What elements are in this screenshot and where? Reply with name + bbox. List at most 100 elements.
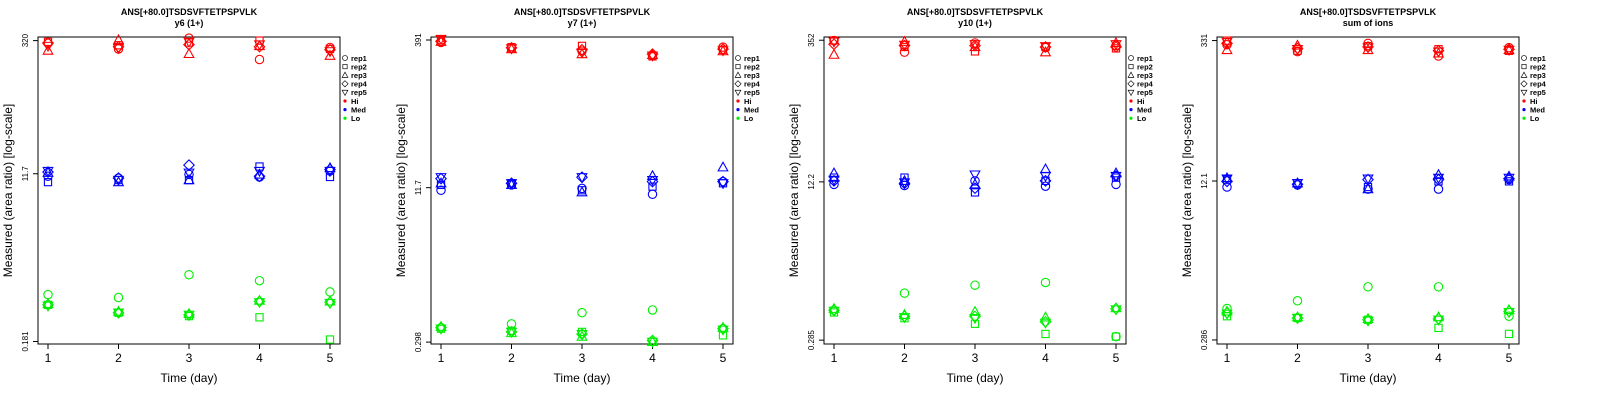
data-point-med-rep5	[828, 175, 840, 186]
data-point-hi-rep5	[1432, 47, 1445, 58]
legend-label: Med	[351, 105, 366, 114]
x-tick-label: 4	[1435, 351, 1442, 365]
data-point-lo-rep3	[253, 294, 266, 305]
data-point-med-rep3	[1221, 171, 1233, 183]
data-point-lo-rep3	[969, 305, 981, 316]
data-point-med-rep5	[435, 173, 447, 184]
data-point-hi-rep2	[970, 47, 980, 56]
data-point-hi-rep5	[828, 37, 840, 48]
data-point-med-rep3	[646, 169, 659, 180]
legend-label: rep3	[1137, 71, 1153, 80]
data-point-hi-rep4	[1110, 40, 1122, 53]
legend-symbol-rep2	[735, 64, 741, 70]
legend-symbol-rep2	[1521, 64, 1527, 70]
legend-symbol-rep4	[341, 80, 349, 88]
data-point-med-rep5	[898, 178, 911, 189]
x-tick-label: 3	[972, 351, 979, 365]
data-point-med-rep5	[112, 175, 125, 187]
data-point-med-rep1	[970, 176, 980, 186]
data-point-lo-rep3	[1291, 310, 1304, 322]
legend-label: Lo	[1530, 114, 1540, 123]
data-point-lo-rep3	[324, 295, 336, 306]
data-point-hi-rep5	[112, 44, 125, 55]
data-point-lo-rep1	[1292, 296, 1303, 306]
data-point-hi-rep4	[828, 38, 840, 51]
x-tick-label: 5	[720, 351, 727, 365]
legend-symbol-rep5	[341, 89, 349, 97]
chart-title: ANS[+80.0]TSDSVFTETPSPVLK	[1300, 7, 1437, 17]
x-tick-label: 4	[1042, 351, 1049, 365]
data-point-lo-rep5	[1503, 308, 1515, 319]
legend-label: rep2	[1530, 62, 1546, 71]
legend-label: Hi	[351, 97, 359, 106]
data-point-med-rep1	[436, 185, 446, 196]
data-point-med-rep5	[253, 166, 266, 178]
x-tick-label: 5	[1113, 351, 1120, 365]
chart-subtitle: sum of ions	[1343, 18, 1394, 28]
y-axis-label: Measured (area ratio) [log-scale]	[1, 104, 15, 277]
data-point-hi-rep5	[1110, 40, 1122, 51]
data-point-hi-rep5	[435, 34, 447, 46]
legend-dot-med	[1522, 108, 1526, 112]
data-point-lo-rep5	[1221, 309, 1233, 320]
series-lo	[1221, 282, 1515, 339]
y-tick-label: 0.285	[807, 330, 816, 351]
x-axis-label: Time (day)	[161, 371, 218, 385]
data-point-hi-rep4	[42, 37, 54, 50]
data-point-hi-rep3	[183, 47, 195, 59]
data-point-hi-rep5	[183, 37, 195, 49]
series-med	[1221, 168, 1515, 194]
data-point-med-rep5	[646, 175, 659, 187]
legend-dot-lo	[1129, 116, 1133, 120]
data-point-hi-rep5	[576, 48, 588, 59]
data-point-lo-rep1	[718, 323, 728, 334]
x-axis-label: Time (day)	[554, 371, 611, 385]
data-point-med-rep4	[1432, 173, 1445, 186]
y-tick-label: 12.1	[1200, 173, 1209, 189]
data-point-lo-rep5	[183, 310, 195, 322]
data-point-lo-rep3	[435, 320, 447, 331]
data-point-hi-rep1	[254, 54, 265, 65]
data-point-med-rep2	[325, 172, 335, 182]
legend-label: Hi	[1137, 97, 1145, 106]
legend-symbol-rep1	[1521, 55, 1527, 61]
x-tick-label: 4	[649, 351, 656, 365]
legend-dot-lo	[343, 116, 347, 120]
data-point-med-rep4	[969, 182, 981, 195]
legend-label: rep2	[351, 62, 367, 71]
data-point-lo-rep3	[112, 305, 125, 316]
legend-label: Lo	[744, 114, 754, 123]
data-point-hi-rep3	[1039, 46, 1052, 57]
x-tick-label: 4	[256, 351, 263, 365]
data-point-hi-rep4	[435, 35, 447, 48]
data-point-lo-rep5	[576, 330, 588, 341]
x-tick-label: 3	[1365, 351, 1372, 365]
data-point-lo-rep1	[1363, 282, 1373, 292]
data-point-med-rep2	[1504, 177, 1514, 186]
data-point-hi-rep5	[505, 44, 518, 55]
data-point-med-rep4	[1039, 174, 1052, 187]
data-point-med-rep5	[1503, 173, 1515, 185]
series-med	[42, 159, 336, 187]
chart-title: ANS[+80.0]TSDSVFTETPSPVLK	[907, 7, 1044, 17]
chart-title: ANS[+80.0]TSDSVFTETPSPVLK	[121, 7, 258, 17]
data-point-med-rep4	[1221, 175, 1233, 188]
legend-symbol-rep4	[1520, 80, 1528, 88]
y-axis-label: Measured (area ratio) [log-scale]	[1180, 104, 1194, 277]
data-point-med-rep3	[435, 177, 447, 188]
x-axis-label: Time (day)	[1340, 371, 1397, 385]
data-point-med-rep3	[717, 161, 729, 172]
plot-frame	[37, 36, 341, 345]
data-point-lo-rep3	[42, 297, 54, 309]
data-point-med-rep4	[183, 159, 195, 172]
legend-dot-hi	[736, 99, 740, 103]
data-point-med-rep1	[829, 179, 839, 190]
data-point-lo-rep5	[1291, 313, 1304, 325]
legend-label: rep3	[744, 71, 760, 80]
x-tick-label: 5	[327, 351, 334, 365]
legend-label: rep1	[1530, 54, 1546, 63]
